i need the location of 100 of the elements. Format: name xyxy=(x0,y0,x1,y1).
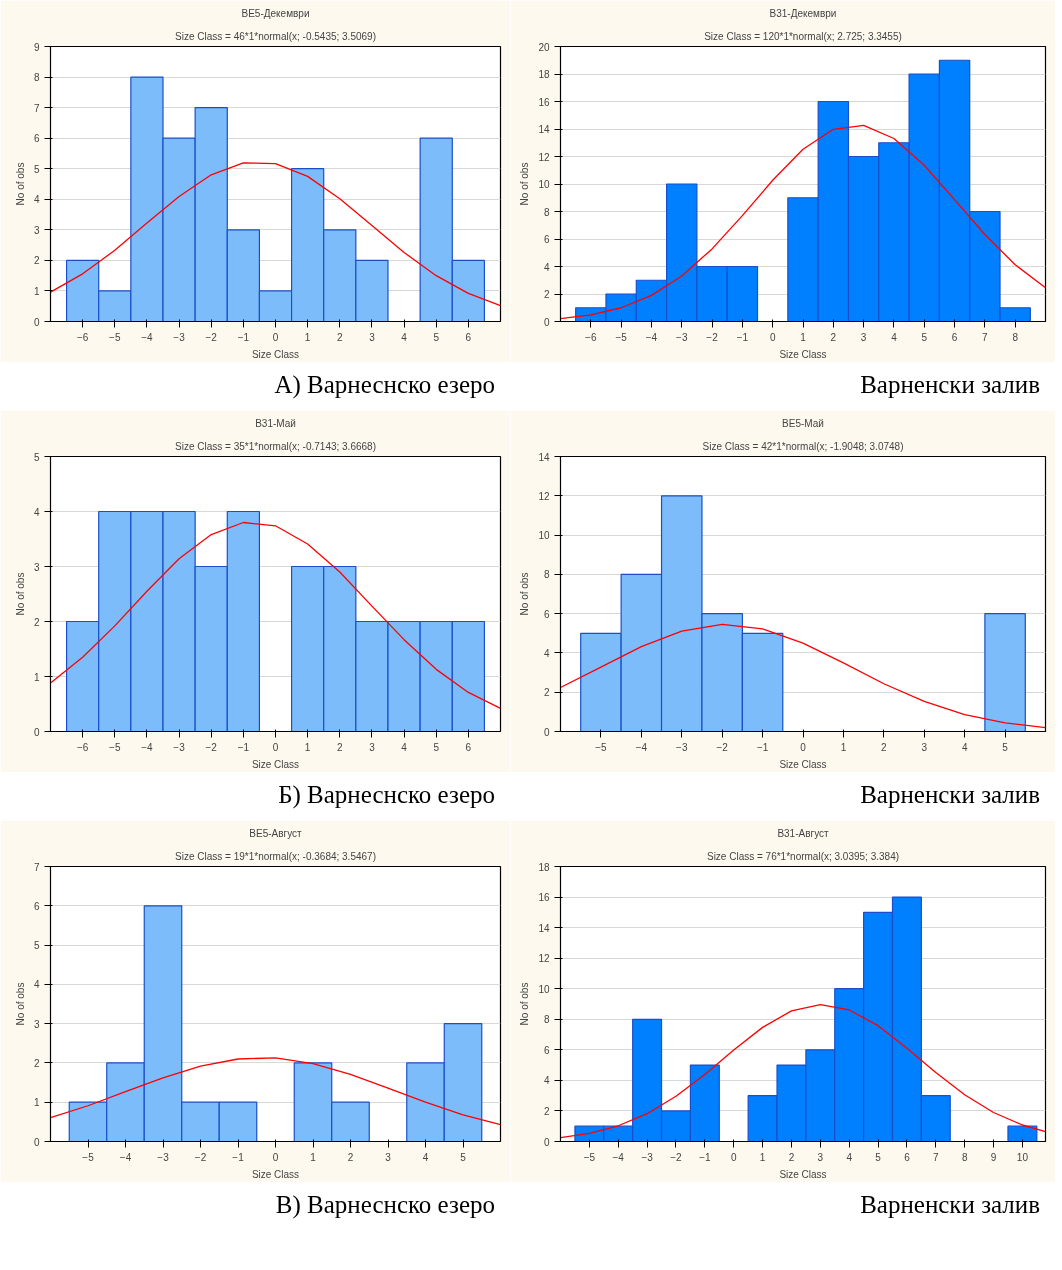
x-axis-title: Size Class xyxy=(779,758,827,770)
x-tick-label: 3 xyxy=(860,331,867,343)
x-tick-label: 8 xyxy=(1012,331,1019,343)
y-tick-label: 1 xyxy=(33,1097,40,1109)
y-tick-label: 4 xyxy=(33,979,40,991)
y-tick-label: 5 xyxy=(33,451,40,463)
chart-subtitle: Size Class = 42*1*normal(x; -1.9048; 3.0748) xyxy=(702,440,904,452)
x-tick-label: 5 xyxy=(1002,741,1009,753)
chart-title: B31-Август xyxy=(777,827,830,839)
y-tick-label: 16 xyxy=(538,892,550,904)
x-tick-label: 2 xyxy=(347,1151,354,1163)
chart-subtitle: Size Class = 120*1*normal(x; 2.725; 3.3455) xyxy=(704,30,902,42)
x-tick-label: 4 xyxy=(961,741,968,753)
y-tick-label: 10 xyxy=(538,179,550,190)
y-tick-label: 4 xyxy=(33,506,40,518)
line-series xyxy=(50,1057,501,1126)
y-tick-label: 6 xyxy=(543,234,550,245)
y-tick-label: 3 xyxy=(33,561,40,573)
text: Варненски залив xyxy=(860,370,1040,400)
x-tick-label: −3 xyxy=(173,331,186,343)
x-tick-label: −1 xyxy=(736,331,749,343)
y-tick-label: 18 xyxy=(538,69,550,80)
x-tick-label: −1 xyxy=(232,1151,245,1163)
x-tick-label: 3 xyxy=(369,741,376,753)
x-tick-label: 5 xyxy=(921,331,928,343)
x-tick-label: −5 xyxy=(615,331,628,343)
y-tick-label: 4 xyxy=(543,261,550,273)
y-tick-label: 6 xyxy=(33,133,40,145)
text: А) Варнеснско езеро xyxy=(274,370,495,401)
x-tick-label: −5 xyxy=(109,741,121,753)
x-tick-label: −2 xyxy=(706,331,719,343)
y-tick-label: 8 xyxy=(543,1014,550,1026)
x-tick-label: 7 xyxy=(933,1151,940,1163)
y-tick-label: 14 xyxy=(538,451,550,463)
y-tick-label: 10 xyxy=(538,530,550,542)
y-tick-label: 7 xyxy=(33,861,40,873)
x-tick-label: −3 xyxy=(157,1151,170,1163)
y-tick-label: 0 xyxy=(543,1136,550,1148)
x-tick-label: 3 xyxy=(385,1151,392,1163)
x-tick-label: −3 xyxy=(676,331,688,343)
x-axis-title: Size Class xyxy=(779,348,827,360)
x-tick-label: 6 xyxy=(951,331,958,343)
y-tick-label: 2 xyxy=(33,616,40,628)
y-tick-label: 5 xyxy=(33,940,40,952)
x-tick-label: −4 xyxy=(141,741,154,753)
x-tick-label: −1 xyxy=(756,741,769,753)
x-tick-label: −3 xyxy=(676,741,688,753)
y-tick-label: 12 xyxy=(538,490,550,502)
x-tick-label: 0 xyxy=(730,1151,737,1163)
x-tick-label: −6 xyxy=(76,741,89,753)
x-tick-label: 8 xyxy=(961,1151,968,1163)
y-tick-label: 12 xyxy=(538,151,550,163)
y-tick-label: 6 xyxy=(543,608,550,620)
x-tick-label: −3 xyxy=(641,1151,654,1163)
x-tick-label: −5 xyxy=(595,741,608,753)
y-tick-label: 0 xyxy=(33,316,40,328)
y-tick-label: 1 xyxy=(33,285,40,297)
x-axis-title: Size Class xyxy=(251,348,300,360)
x-tick-label: −4 xyxy=(141,331,154,343)
y-tick-label: 0 xyxy=(543,726,550,738)
x-tick-label: 1 xyxy=(304,741,311,753)
chart-title: BE5-Декември xyxy=(241,7,310,19)
x-tick-label: 1 xyxy=(304,331,311,343)
y-tick-label: 4 xyxy=(543,1075,550,1087)
x-tick-label: −5 xyxy=(109,331,121,343)
x-tick-label: 4 xyxy=(401,741,408,753)
y-tick-label: 8 xyxy=(33,72,40,84)
x-tick-label: −3 xyxy=(173,741,186,753)
x-tick-label: 4 xyxy=(891,331,898,343)
x-tick-label: 2 xyxy=(337,741,343,753)
y-tick-label: 6 xyxy=(543,1044,550,1056)
x-tick-label: −6 xyxy=(76,331,89,343)
x-tick-label: −5 xyxy=(583,1151,596,1163)
x-axis-title: Size Class xyxy=(779,1168,827,1180)
y-tick-label: 16 xyxy=(538,96,550,108)
y-tick-label: 2 xyxy=(543,1105,550,1117)
y-tick-label: 12 xyxy=(538,953,550,965)
x-tick-label: 1 xyxy=(310,1151,317,1163)
x-tick-label: 0 xyxy=(272,741,279,753)
x-tick-label: 2 xyxy=(337,331,343,343)
x-tick-label: 2 xyxy=(830,331,837,343)
y-tick-label: 5 xyxy=(33,163,40,175)
line-series xyxy=(50,521,501,710)
x-tick-label: 5 xyxy=(460,1151,467,1163)
chart-subtitle: Size Class = 19*1*normal(x; -0.3684; 3.5467) xyxy=(175,850,376,862)
x-tick-label: 3 xyxy=(369,331,376,343)
y-axis-title: No of obs xyxy=(519,982,531,1026)
y-tick-label: 0 xyxy=(33,1136,40,1148)
x-axis-title: Size Class xyxy=(251,758,300,770)
text: Варненски залив xyxy=(860,780,1040,810)
x-tick-label: 1 xyxy=(800,331,807,343)
x-tick-label: 10 xyxy=(1016,1151,1029,1163)
chart-title: BE5-Май xyxy=(782,417,824,429)
x-tick-label: −4 xyxy=(119,1151,132,1163)
x-tick-label: 5 xyxy=(433,331,440,343)
x-tick-label: 4 xyxy=(846,1151,853,1163)
y-tick-label: 3 xyxy=(33,224,40,236)
x-tick-label: 0 xyxy=(272,1151,279,1163)
x-tick-label: −4 xyxy=(635,741,648,753)
x-tick-label: 2 xyxy=(881,741,888,753)
